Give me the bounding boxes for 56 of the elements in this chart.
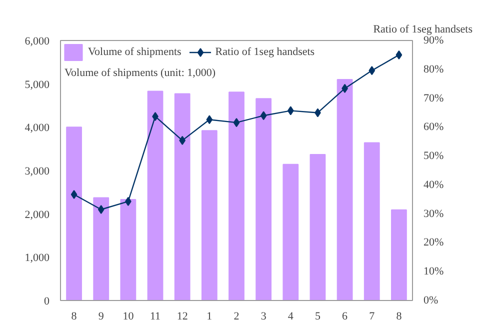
x-tick-label: 11 — [150, 310, 161, 322]
y2-tick-label: 20% — [424, 236, 444, 249]
point — [206, 115, 213, 124]
bar — [93, 197, 110, 300]
y-tick-label: 0 — [44, 296, 50, 308]
y2-tick-label: 50% — [424, 150, 444, 162]
x-tick-label: 12 — [176, 310, 188, 322]
bar — [174, 93, 190, 300]
y2-tick-label: 40% — [424, 178, 444, 191]
point — [233, 118, 240, 128]
x-tick-label: 1 — [206, 310, 212, 322]
x-tick-label: 3 — [260, 310, 267, 322]
legend-label: Volume of shipments — [88, 46, 182, 58]
point — [179, 136, 186, 145]
bar — [66, 126, 82, 300]
bar — [364, 142, 380, 300]
point — [98, 205, 104, 214]
y-tick-label: 4,000 — [24, 122, 50, 134]
bar — [336, 79, 353, 300]
bar — [120, 199, 136, 300]
bar — [310, 154, 326, 300]
point — [287, 106, 294, 116]
y-tick-label: 1,000 — [24, 252, 50, 264]
point — [396, 50, 402, 60]
y-tick-label: 5,000 — [24, 78, 50, 91]
y2-tick-label: 30% — [424, 208, 444, 220]
x-tick-label: 9 — [98, 310, 104, 322]
x-tick-label: 8 — [71, 310, 78, 322]
y-tick-label: 2,000 — [24, 208, 50, 221]
point — [368, 66, 376, 76]
bar — [282, 164, 299, 300]
x-tick-label: 5 — [314, 310, 321, 322]
bar — [147, 90, 164, 300]
y2-tick-label: 0% — [424, 294, 438, 306]
y2-tick-label: 80% — [424, 63, 444, 76]
y2-tick-label: 10% — [424, 266, 444, 278]
y-axis-title: Volume of shipments (unit: 1,000) — [64, 67, 216, 79]
bar — [201, 130, 218, 300]
x-tick-label: 6 — [342, 310, 348, 322]
x-tick-label: 4 — [288, 310, 294, 322]
point — [70, 190, 78, 199]
y2-tick-label: 90% — [424, 34, 444, 46]
point — [260, 111, 267, 120]
y-tick-label: 3,000 — [24, 166, 50, 178]
y2-axis-title: Ratio of 1seg handsets — [373, 24, 473, 36]
x-tick-label: 10 — [122, 310, 134, 322]
y2-tick-label: 70% — [424, 92, 444, 104]
bar — [391, 209, 407, 300]
y-tick-label: 6,000 — [24, 36, 50, 48]
bar — [256, 98, 272, 300]
x-tick-label: 2 — [234, 310, 240, 322]
x-tick-label: 7 — [369, 310, 376, 322]
y2-tick-label: 60% — [424, 121, 444, 134]
bar — [228, 92, 244, 300]
legend-label: Ratio of 1seg handsets — [215, 46, 315, 58]
x-tick-label: 8 — [396, 310, 402, 322]
